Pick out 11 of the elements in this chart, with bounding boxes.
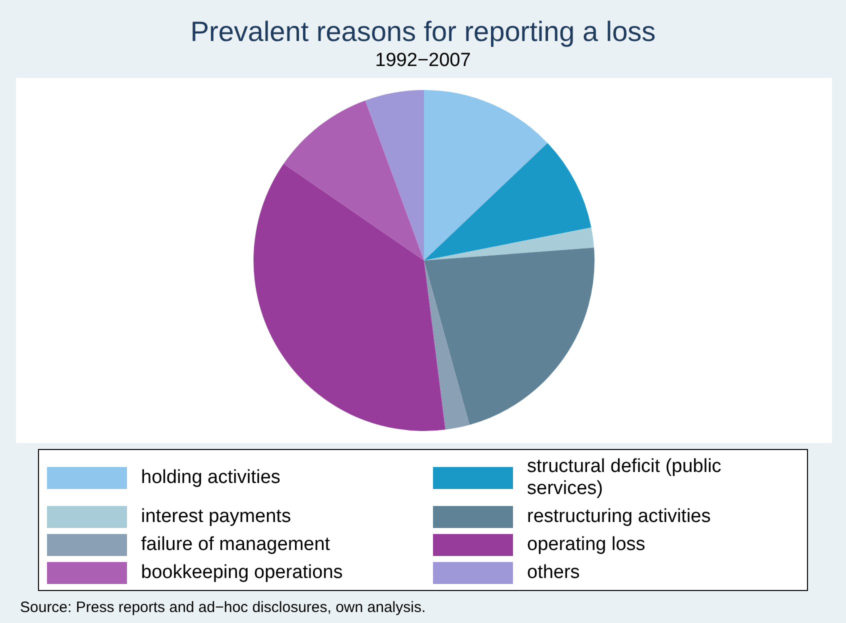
legend-label: restructuring activities — [527, 506, 711, 528]
legend-label: operating loss — [527, 534, 646, 556]
legend-label: structural deficit (public services) — [527, 456, 722, 500]
legend-label: others — [527, 562, 580, 584]
legend-label: holding activities — [141, 467, 280, 489]
legend-label: bookkeeping operations — [141, 562, 343, 584]
source-note: Source: Press reports and ad−hoc disclosures, own analysis. — [20, 599, 427, 616]
chart-subtitle: 1992−2007 — [374, 49, 472, 73]
legend-label: failure of management — [141, 534, 330, 556]
chart-title: Prevalent reasons for reporting a loss — [189, 15, 657, 48]
legend-label: interest payments — [141, 506, 291, 528]
